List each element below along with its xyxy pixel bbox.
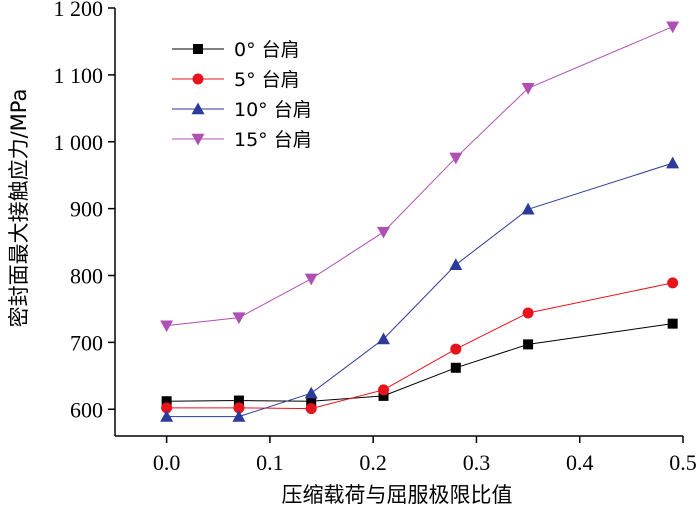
x-axis-title: 压缩载荷与屈服极限比值: [282, 483, 513, 507]
series-0: [161, 318, 678, 407]
legend-item: 5° 台肩: [172, 69, 300, 91]
x-tick-label: 0.1: [256, 450, 284, 475]
data-point: [449, 258, 463, 270]
y-tick-label: 600: [70, 397, 103, 422]
data-point: [160, 410, 174, 422]
data-point: [521, 83, 535, 95]
legend-marker: [191, 102, 205, 115]
series-layer: [160, 21, 680, 422]
data-point: [666, 156, 680, 169]
axes: [114, 8, 683, 437]
x-tick-label: 0.0: [153, 450, 181, 475]
data-point: [666, 21, 680, 34]
data-point: [667, 277, 679, 289]
data-point: [304, 273, 318, 286]
data-point: [522, 307, 534, 319]
legend-item: 10° 台肩: [172, 99, 312, 121]
legend-marker: [193, 44, 203, 54]
legend-item: 15° 台肩: [172, 129, 312, 151]
y-tick-label: 1 000: [54, 130, 104, 155]
legend-marker: [192, 73, 204, 85]
data-point: [378, 384, 390, 396]
data-point: [306, 396, 317, 407]
y-tick-label: 1 100: [54, 63, 104, 88]
legend-label: 15° 台肩: [234, 129, 312, 151]
x-tick-label: 0.3: [463, 450, 491, 475]
data-point: [161, 396, 172, 407]
y-tick-label: 800: [70, 264, 103, 289]
data-point: [304, 386, 318, 399]
data-point: [521, 202, 535, 215]
data-point: [523, 339, 534, 350]
y-tick-label: 700: [70, 330, 103, 355]
data-point: [377, 226, 391, 239]
data-point: [667, 318, 678, 329]
legend-label: 10° 台肩: [234, 99, 312, 121]
legend-marker: [191, 133, 205, 146]
y-tick-label: 1 200: [54, 0, 104, 21]
y-axis-title: 密封面最大接触应力/MPa: [7, 89, 31, 328]
data-point: [449, 152, 463, 165]
data-point: [377, 332, 391, 345]
data-point: [305, 403, 317, 415]
data-point: [378, 390, 389, 401]
series-line: [166, 323, 673, 402]
data-point: [233, 402, 245, 414]
legend-label: 5° 台肩: [234, 69, 300, 91]
data-point: [450, 362, 461, 373]
y-tick-label: 900: [70, 197, 103, 222]
data-point: [161, 402, 173, 414]
data-point: [450, 343, 462, 355]
data-point: [232, 312, 246, 325]
x-tick-label: 0.2: [359, 450, 387, 475]
data-point: [160, 320, 174, 333]
series-line: [166, 162, 673, 418]
x-tick-label: 0.5: [669, 450, 697, 475]
data-point: [233, 395, 244, 406]
data-point: [232, 410, 246, 422]
series-3: [160, 21, 680, 333]
legend-item: 0° 台肩: [172, 39, 300, 61]
series-2: [160, 156, 680, 422]
ticks: 0.0 0.1 0.2 0.3 0.4 0.5 600 700 800 900 1 000 1 100…: [54, 0, 697, 475]
legend-label: 0° 台肩: [234, 39, 300, 61]
series-1: [161, 277, 679, 415]
legend: 0° 台肩 5° 台肩 10° 台肩 15° 台肩: [172, 39, 312, 151]
x-tick-label: 0.4: [566, 450, 594, 475]
